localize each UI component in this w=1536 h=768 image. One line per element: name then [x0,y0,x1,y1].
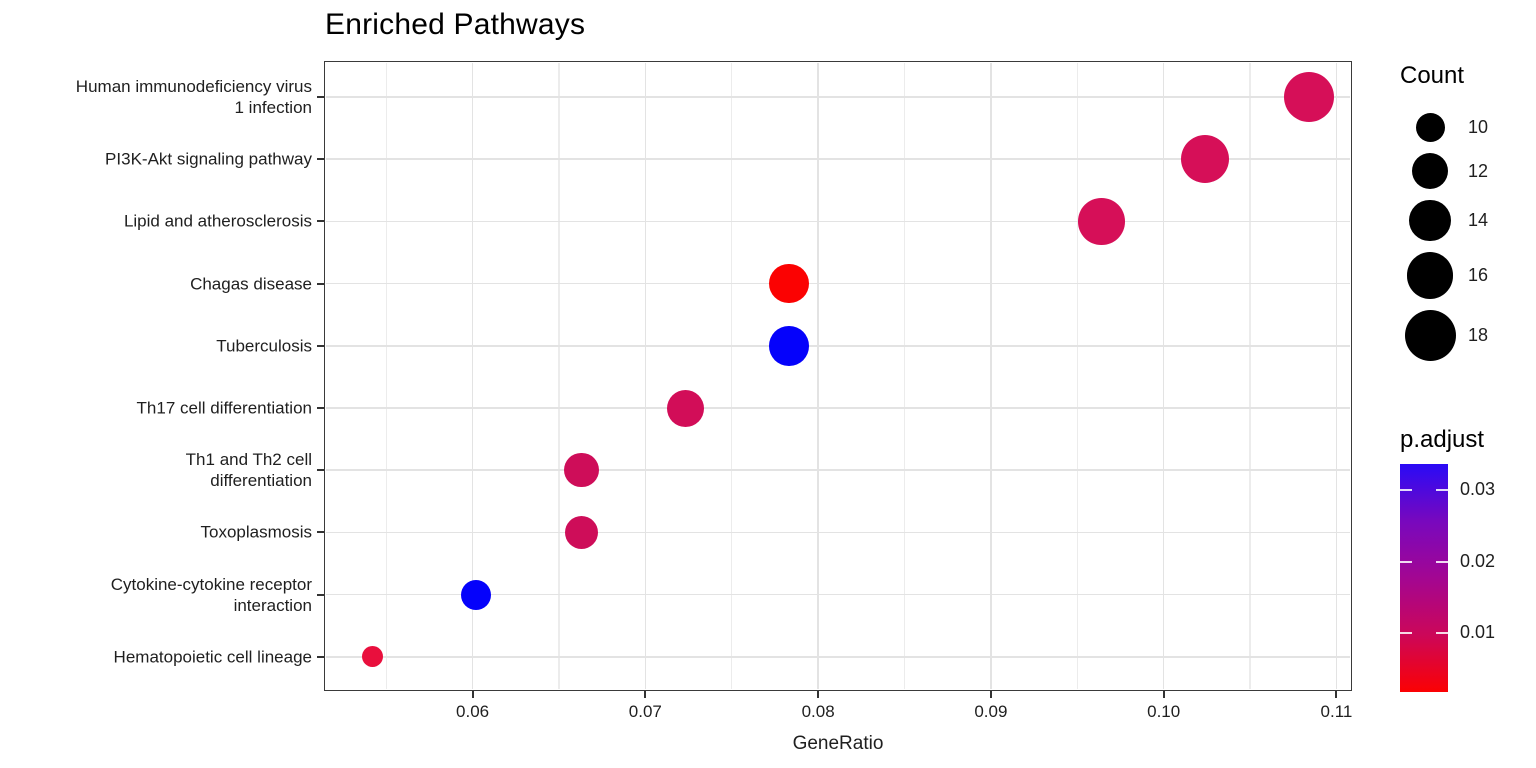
gridline-vertical-major [1335,62,1338,690]
y-axis-tick [317,655,324,658]
y-axis-tick [317,469,324,472]
data-point [1078,198,1125,245]
y-axis-tick [317,344,324,347]
data-point [564,452,599,488]
x-axis-tick-label: 0.06 [456,702,490,721]
gridline-vertical-minor [1249,62,1251,690]
plot-panel [324,61,1352,691]
gridline-vertical-minor [731,62,733,690]
count-legend-label: 16 [1468,265,1489,286]
y-axis-tick-label: Lipid and atherosclerosis [123,211,312,231]
gridline-horizontal-major [325,531,1351,534]
data-point [666,389,704,427]
padjust-colorbar-tick [1400,488,1412,491]
plot-title: Enriched Pathways [325,8,586,41]
data-point [1180,134,1230,184]
count-legend-label: 12 [1468,160,1489,181]
data-point [769,263,809,304]
y-axis-tick-label: Cytokine-cytokine receptor interaction [110,574,312,615]
y-axis-tick [317,593,324,596]
gridline-horizontal-major [325,469,1351,471]
gridline-vertical-major [644,62,647,690]
y-axis-tick-label: Human immunodeficiency virus 1 infection [75,77,312,117]
y-axis-tick [317,531,324,534]
gridline-horizontal-major [325,593,1351,596]
padjust-colorbar-tick [1436,488,1448,491]
y-axis-tick [317,220,324,223]
gridline-horizontal-major [325,96,1351,98]
gridline-vertical-minor [903,62,906,690]
count-legend-circle [1404,309,1456,361]
y-axis-tick-label: Th17 cell differentiation [136,398,312,418]
gridline-horizontal-major [325,407,1351,409]
padjust-colorbar-tick [1400,632,1412,635]
x-axis-tick-label: 0.09 [974,702,1008,721]
data-point [361,646,383,668]
padjust-legend-title: p.adjust [1400,426,1485,453]
data-point [769,326,809,366]
count-legend-circle [1406,252,1454,299]
padjust-colorbar-label: 0.01 [1460,622,1496,643]
y-axis-tick [317,96,324,98]
padjust-colorbar-tick [1436,632,1448,635]
gridline-vertical-minor [1076,62,1078,690]
y-axis-tick-label: Th1 and Th2 cell differentiation [185,450,312,491]
padjust-colorbar-tick [1436,560,1448,563]
padjust-colorbar [1400,464,1448,692]
count-legend-circle [1415,112,1445,142]
y-axis-tick-label: Tuberculosis [216,336,312,356]
count-legend-circle [1412,152,1448,189]
x-axis-tick [817,691,820,698]
gridline-horizontal-major [325,158,1351,160]
data-point [1283,71,1335,123]
gridline-horizontal-major [325,282,1351,285]
padjust-colorbar-label: 0.02 [1460,550,1496,571]
y-axis-tick-label: PI3K-Akt signaling pathway [105,149,312,169]
gridline-vertical-minor [385,62,387,690]
gridline-vertical-major [817,62,819,690]
x-axis-tick-label: 0.10 [1147,702,1181,721]
gridline-horizontal-major [325,220,1351,223]
y-axis-tick-label: Hematopoietic cell lineage [113,647,312,667]
count-legend-label: 18 [1468,325,1489,345]
data-point [564,515,599,550]
count-legend-circle [1409,199,1451,241]
x-axis-tick [989,691,992,698]
gridline-vertical-major [471,62,474,690]
x-axis-tick [1335,691,1338,698]
gridline-horizontal-major [325,345,1351,347]
x-axis-tick-label: 0.11 [1320,702,1353,721]
y-axis-tick [317,282,324,285]
count-legend-label: 14 [1468,210,1489,231]
x-axis-tick-label: 0.08 [801,702,835,721]
y-axis-tick [317,407,324,409]
x-axis-title: GeneRatio [792,733,884,754]
gridline-vertical-major [990,62,992,690]
y-axis-tick-label: Toxoplasmosis [200,522,313,542]
gridline-vertical-major [1162,62,1165,690]
count-legend-label: 10 [1468,117,1489,137]
x-axis-tick [471,691,474,698]
count-legend-title: Count [1400,62,1465,89]
padjust-colorbar-label: 0.03 [1460,478,1496,499]
data-point [461,579,492,610]
padjust-colorbar-tick [1400,560,1412,563]
y-axis-tick [317,158,324,161]
x-axis-tick [644,691,647,698]
y-axis-tick-label: Chagas disease [190,274,312,294]
x-axis-tick [1162,691,1165,698]
x-axis-tick-label: 0.07 [628,702,662,721]
gridline-horizontal-major [325,656,1351,658]
gridline-vertical-minor [558,62,560,690]
